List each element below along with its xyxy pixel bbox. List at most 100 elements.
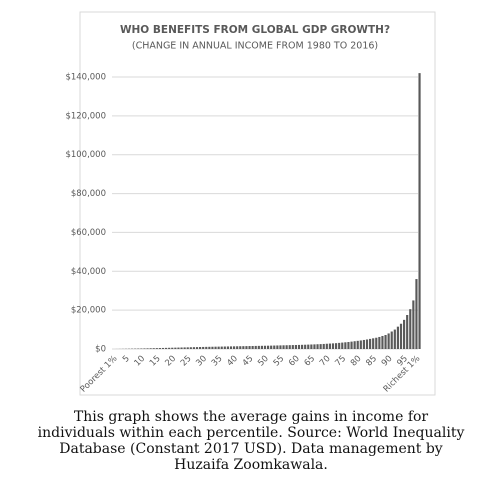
y-tick-label: $100,000 <box>65 150 106 160</box>
x-tick-label: 5 <box>121 354 132 365</box>
bar <box>279 345 282 349</box>
y-tick-label: $80,000 <box>71 189 106 199</box>
bar <box>291 345 294 349</box>
bar <box>276 345 279 349</box>
bar <box>335 343 338 349</box>
chart-frame <box>79 11 436 396</box>
bar <box>304 344 307 349</box>
bar <box>297 344 301 349</box>
chart: WHO BENEFITS FROM GLOBAL GDP GROWTH? (CH… <box>65 11 436 396</box>
bar <box>403 319 406 349</box>
bar <box>356 340 359 349</box>
bar <box>328 343 331 349</box>
bar <box>254 345 257 349</box>
bar <box>331 343 335 349</box>
caption-line: Database (Constant 2017 USD). Data manag… <box>59 441 443 457</box>
bar <box>171 347 174 349</box>
bar <box>282 345 285 349</box>
bar <box>149 348 152 349</box>
bar <box>205 346 208 349</box>
y-tick-label: $120,000 <box>65 111 106 121</box>
bar <box>158 348 161 349</box>
bar <box>180 347 183 349</box>
bar <box>236 346 239 349</box>
bar <box>399 323 403 349</box>
bar <box>301 344 304 349</box>
bar <box>270 345 273 349</box>
y-tick-label: $140,000 <box>65 73 106 83</box>
bar <box>409 309 412 349</box>
chart-title: WHO BENEFITS FROM GLOBAL GDP GROWTH? <box>120 24 390 36</box>
bar <box>313 344 316 349</box>
bar <box>378 336 381 349</box>
caption-line: Huzaifa Zoomkawala. <box>174 457 328 473</box>
bar <box>217 346 220 349</box>
bar <box>226 346 229 349</box>
bar <box>155 348 158 349</box>
bar <box>223 346 226 349</box>
bar <box>161 347 165 349</box>
bar <box>229 346 233 349</box>
bar <box>214 346 217 349</box>
bar <box>347 342 350 349</box>
bar <box>263 345 267 349</box>
caption-line: individuals within each percentile. Sour… <box>37 425 465 441</box>
bar <box>294 344 297 349</box>
bar <box>415 279 418 349</box>
bar <box>381 335 384 349</box>
bar <box>393 329 396 349</box>
bar <box>195 347 199 349</box>
bar <box>344 342 347 349</box>
bar <box>316 344 319 349</box>
bar <box>192 347 195 349</box>
bar <box>152 348 155 349</box>
bar <box>384 335 387 349</box>
bar <box>174 347 177 349</box>
bar <box>350 341 353 349</box>
bar <box>211 346 214 349</box>
bar <box>387 333 390 349</box>
bar <box>183 347 186 349</box>
bar <box>375 337 378 349</box>
bar <box>165 347 168 349</box>
bar <box>257 345 260 349</box>
bar <box>412 300 415 349</box>
bar <box>288 345 291 349</box>
bar <box>233 346 236 349</box>
bar <box>372 338 375 349</box>
bar <box>267 345 270 349</box>
bar <box>239 346 242 349</box>
bar <box>325 343 328 349</box>
bar <box>202 346 205 349</box>
bar <box>242 346 245 349</box>
bar <box>177 347 180 349</box>
bar <box>418 73 421 349</box>
bar <box>143 348 146 349</box>
bar <box>353 341 356 349</box>
bar <box>285 345 288 349</box>
bar <box>322 343 325 349</box>
bar <box>396 326 399 349</box>
bar <box>251 345 254 349</box>
bar <box>245 346 248 349</box>
bar <box>199 347 202 349</box>
bar <box>307 344 310 349</box>
bar <box>310 344 313 349</box>
caption-line: This graph shows the average gains in in… <box>73 409 429 425</box>
y-tick-label: $40,000 <box>71 267 106 277</box>
bar <box>390 331 393 349</box>
bar <box>273 345 276 349</box>
bar <box>406 315 409 349</box>
bar <box>208 346 211 349</box>
bar <box>362 339 365 349</box>
y-tick-label: $0 <box>95 345 106 355</box>
bar <box>186 347 189 349</box>
bar <box>260 345 263 349</box>
bar <box>248 346 251 349</box>
bar <box>365 339 369 349</box>
y-tick-label: $20,000 <box>71 306 106 316</box>
chart-subtitle: (CHANGE IN ANNUAL INCOME FROM 1980 TO 20… <box>132 41 378 52</box>
bar <box>140 348 143 349</box>
bar <box>189 347 192 349</box>
